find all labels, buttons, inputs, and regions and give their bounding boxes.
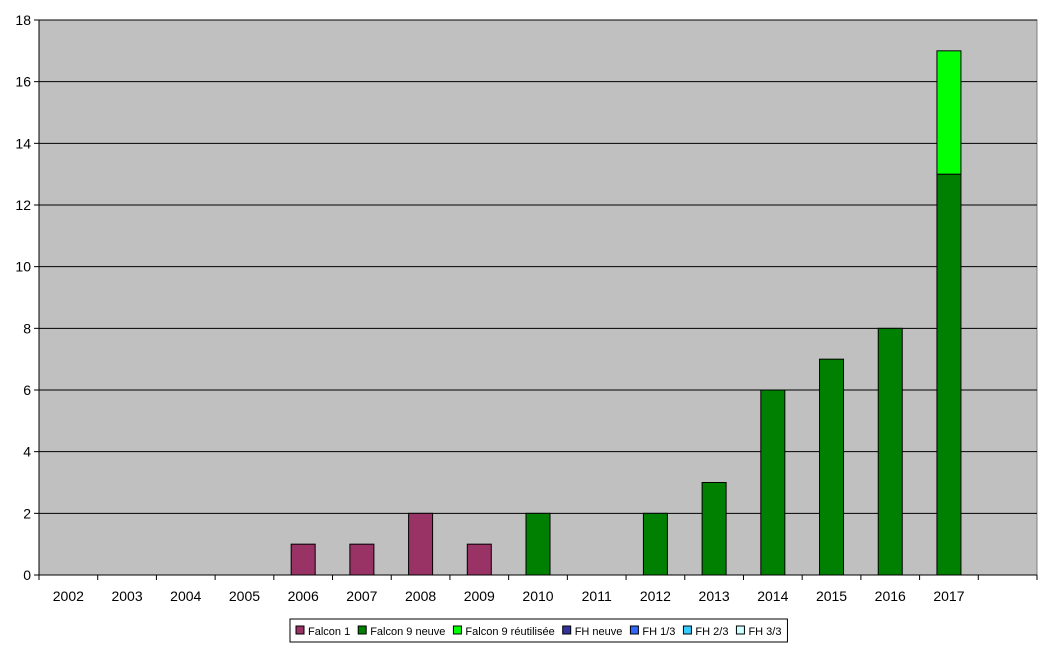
y-tick-label: 16: [15, 74, 31, 90]
legend: Falcon 1 Falcon 9 neuve Falcon 9 réutilisé…: [289, 618, 788, 643]
legend-label: FH neuve: [575, 626, 623, 638]
bar-2016-series-1: [877, 327, 903, 576]
legend-swatch: [682, 625, 692, 635]
legend-label: Falcon 9 neuve: [370, 626, 445, 638]
y-tick-label: 4: [23, 444, 31, 460]
legend-swatch: [295, 625, 305, 635]
bar-2012-series-1: [642, 512, 668, 576]
legend-label: FH 2/3: [695, 626, 728, 638]
x-tick-label: 2008: [405, 588, 436, 604]
legend-swatch: [735, 625, 745, 635]
x-tick-label: 2010: [522, 588, 553, 604]
x-tick-label: 2012: [640, 588, 671, 604]
x-tick-label: 2007: [346, 588, 377, 604]
y-tick-label: 0: [23, 567, 31, 583]
legend-label: Falcon 1: [308, 626, 350, 638]
bar-2015-series-1: [819, 358, 845, 576]
legend-frame: [289, 618, 788, 643]
legend-label: FH 3/3: [748, 626, 781, 638]
gridlines: [39, 19, 1037, 514]
legend-label: FH 1/3: [642, 626, 675, 638]
x-tick-label: 2003: [111, 588, 142, 604]
bar-2013-series-1: [701, 482, 727, 576]
bar-2017-series-1: [936, 173, 962, 576]
y-tick-label: 2: [23, 505, 31, 521]
x-tick-label: 2004: [170, 588, 201, 604]
x-tick-label: 2017: [933, 588, 964, 604]
x-tick-label: 2002: [53, 588, 84, 604]
y-tick-label: 10: [15, 259, 31, 275]
x-tick-label: 2014: [757, 588, 788, 604]
legend-label: Falcon 9 réutilisée: [465, 626, 554, 638]
y-tick-label: 8: [23, 320, 31, 336]
axes: 0 2 4 6 8 10 12 14 16 18 2002 2003 2004 2005 2006 2007 2…: [15, 12, 1038, 604]
bar-2006-series-0: [290, 543, 316, 576]
x-tick-label: 2006: [288, 588, 319, 604]
y-tick-label: 18: [15, 12, 31, 28]
bars: [290, 50, 962, 576]
bar-2010-series-1: [525, 512, 551, 576]
x-tick-label: 2005: [229, 588, 260, 604]
legend-swatch: [562, 625, 572, 635]
x-tick-label: 2009: [464, 588, 495, 604]
bar-2007-series-0: [349, 543, 375, 576]
bar-2008-series-0: [408, 512, 434, 576]
y-tick-label: 12: [15, 197, 31, 213]
x-tick-label: 2013: [699, 588, 730, 604]
x-tick-label: 2011: [582, 588, 612, 604]
legend-swatch: [452, 625, 462, 635]
x-tick-label: 2016: [875, 588, 906, 604]
bar-2009-series-0: [466, 543, 492, 576]
plot-area: [38, 19, 1038, 576]
legend-swatch: [357, 625, 367, 635]
x-tick-label: 2015: [816, 588, 847, 604]
bar-2017-series-2: [936, 50, 962, 175]
legend-swatch: [629, 625, 639, 635]
y-tick-label: 14: [15, 135, 31, 151]
bar-2014-series-1: [760, 389, 786, 576]
y-tick-label: 6: [23, 382, 31, 398]
